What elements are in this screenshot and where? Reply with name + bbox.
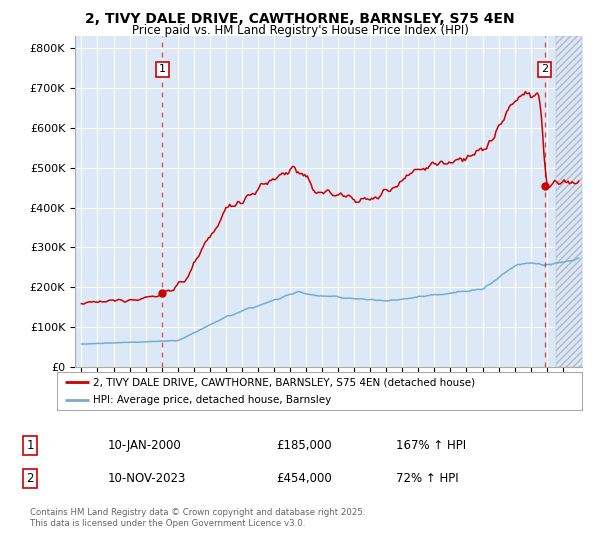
Text: 1: 1	[159, 64, 166, 74]
Text: Contains HM Land Registry data © Crown copyright and database right 2025.
This d: Contains HM Land Registry data © Crown c…	[30, 508, 365, 528]
Text: 72% ↑ HPI: 72% ↑ HPI	[396, 472, 458, 486]
Text: 10-NOV-2023: 10-NOV-2023	[108, 472, 187, 486]
Text: HPI: Average price, detached house, Barnsley: HPI: Average price, detached house, Barn…	[93, 395, 331, 405]
Text: 2, TIVY DALE DRIVE, CAWTHORNE, BARNSLEY, S75 4EN (detached house): 2, TIVY DALE DRIVE, CAWTHORNE, BARNSLEY,…	[93, 377, 475, 387]
Text: Price paid vs. HM Land Registry's House Price Index (HPI): Price paid vs. HM Land Registry's House …	[131, 24, 469, 37]
Text: 2, TIVY DALE DRIVE, CAWTHORNE, BARNSLEY, S75 4EN: 2, TIVY DALE DRIVE, CAWTHORNE, BARNSLEY,…	[85, 12, 515, 26]
Text: 167% ↑ HPI: 167% ↑ HPI	[396, 438, 466, 452]
Text: £454,000: £454,000	[276, 472, 332, 486]
Text: 2: 2	[541, 64, 548, 74]
Text: £185,000: £185,000	[276, 438, 332, 452]
Text: 1: 1	[26, 438, 34, 452]
Text: 2: 2	[26, 472, 34, 486]
Text: 10-JAN-2000: 10-JAN-2000	[108, 438, 182, 452]
